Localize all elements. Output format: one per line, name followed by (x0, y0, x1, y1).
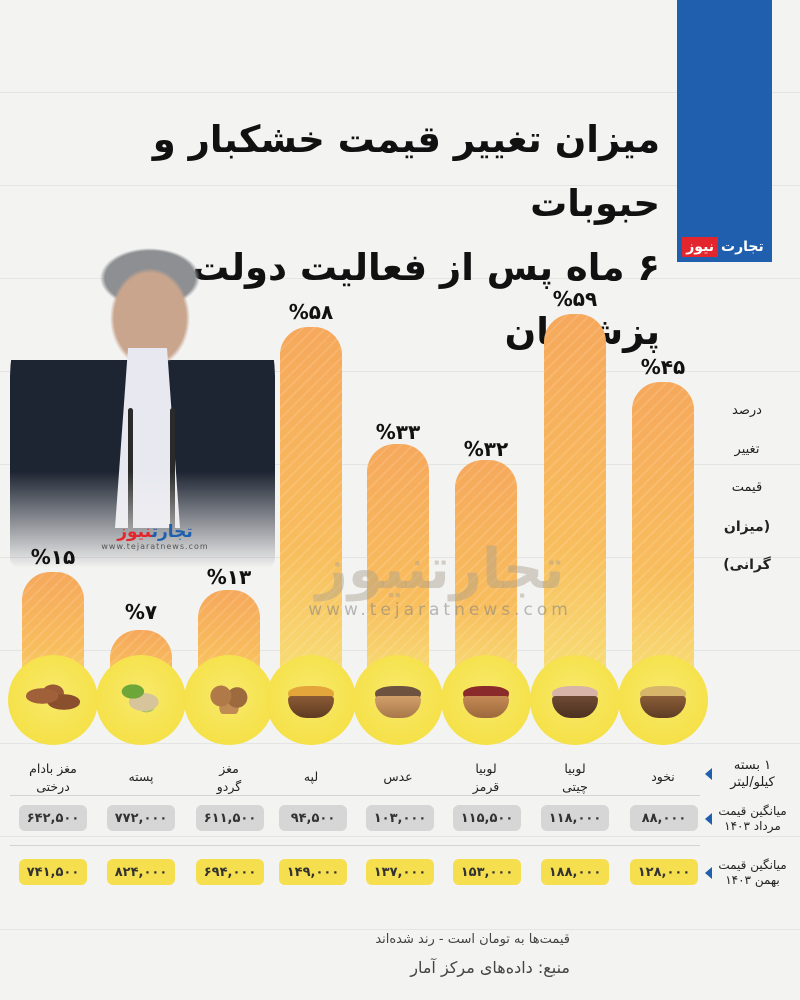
row-header-unit: ۱ بسته کیلو/لیتر (705, 757, 800, 791)
percent-label: %۵۸ (288, 300, 334, 324)
old-price: ۱۱۵,۵۰۰ (453, 805, 521, 831)
divider (10, 795, 700, 796)
walnut-icon (200, 682, 258, 718)
percent-label: %۳۳ (375, 420, 421, 444)
bar-pistachio: %۷ (96, 600, 186, 745)
item-circle (266, 655, 356, 745)
brand-band (677, 0, 772, 262)
brand-part1: تجارت (721, 239, 764, 255)
item-name: لوبیا چیتی (562, 761, 588, 794)
item-name: مغز بادام درختی (29, 761, 77, 794)
percent-label: %۵۹ (552, 287, 598, 311)
item-name: پسته (128, 769, 154, 784)
red-bean-bowl-icon (457, 682, 515, 718)
percent-label: %۱۳ (206, 565, 252, 589)
item-circle (618, 655, 708, 745)
old-price: ۸۸,۰۰۰ (630, 805, 698, 831)
old-price: ۶۱۱,۵۰۰ (196, 805, 264, 831)
item-name: لوبیا قرمز (472, 761, 500, 794)
item-name: نخود (651, 769, 675, 784)
old-price: ۱۱۸,۰۰۰ (541, 805, 609, 831)
title-line-1: میزان تغییر قیمت خشکبار و حبوبات (152, 118, 660, 225)
item-circle (8, 655, 98, 745)
brand-logo: تجارت نیوز (677, 233, 772, 261)
bar-almond: %۱۵ (8, 545, 98, 745)
item-circle (184, 655, 274, 745)
item-circle (441, 655, 531, 745)
triangle-pointer-icon (705, 768, 712, 780)
item-circle (530, 655, 620, 745)
triangle-pointer-icon (705, 867, 712, 879)
new-price: ۶۹۴,۰۰۰ (196, 859, 264, 885)
bar-walnut: %۱۳ (184, 565, 274, 745)
bar (632, 382, 694, 700)
bar-pinto-bean: %۵۹ (530, 287, 620, 745)
footer-note: قیمت‌ها به تومان است - رند شده‌اند (375, 932, 570, 947)
bar-split-pea: %۵۸ (266, 300, 356, 745)
old-price: ۹۴,۵۰۰ (279, 805, 347, 831)
portrait-image (10, 248, 275, 568)
row-header-new-price: میانگین قیمت بهمن ۱۴۰۳ (705, 858, 800, 888)
item-name: مغز گردو (216, 761, 242, 794)
new-price: ۱۲۸,۰۰۰ (630, 859, 698, 885)
divider (10, 845, 700, 846)
old-price: ۶۴۲,۵۰۰ (19, 805, 87, 831)
pinto-bean-bowl-icon (546, 682, 604, 718)
lentil-bowl-icon (369, 682, 427, 718)
row-header-old-price: میانگین قیمت مرداد ۱۴۰۳ (705, 804, 800, 834)
new-price: ۸۲۴,۰۰۰ (107, 859, 175, 885)
triangle-pointer-icon (705, 813, 712, 825)
microphone-icon (170, 408, 175, 558)
chickpea-bowl-icon (634, 682, 692, 718)
bar (544, 314, 606, 700)
brand-part2: نیوز (682, 237, 719, 257)
bar-chickpea: %۴۵ (618, 355, 708, 745)
percent-label: %۷ (124, 600, 158, 624)
microphone-icon (128, 408, 133, 558)
split-pea-bowl-icon (282, 682, 340, 718)
bar (280, 327, 342, 700)
new-price: ۱۵۳,۰۰۰ (453, 859, 521, 885)
old-price: ۷۷۲,۰۰۰ (107, 805, 175, 831)
item-circle (353, 655, 443, 745)
new-price: ۱۸۸,۰۰۰ (541, 859, 609, 885)
almond-icon (24, 682, 82, 718)
percent-label: %۱۵ (30, 545, 76, 569)
footer-source: منبع: داده‌های مرکز آمار (410, 958, 570, 977)
brand-url: www.tejaratnews.com (101, 542, 209, 551)
item-name: عدس (383, 769, 413, 784)
percent-label: %۴۵ (640, 355, 686, 379)
new-price: ۱۴۹,۰۰۰ (279, 859, 347, 885)
bar-lentil: %۳۳ (353, 420, 443, 745)
item-name: لپه (303, 769, 319, 784)
bar-red-bean: %۳۲ (441, 437, 531, 745)
new-price: ۱۳۷,۰۰۰ (366, 859, 434, 885)
portrait-brand-logo: تجارتنیوز www.tejaratnews.com (95, 522, 215, 551)
old-price: ۱۰۳,۰۰۰ (366, 805, 434, 831)
percent-label: %۳۲ (463, 437, 509, 461)
item-circle (96, 655, 186, 745)
y-axis-label: درصد تغییر قیمت (میزان گرانی) (723, 403, 771, 573)
new-price: ۷۴۱,۵۰۰ (19, 859, 87, 885)
pistachio-icon (112, 682, 170, 718)
